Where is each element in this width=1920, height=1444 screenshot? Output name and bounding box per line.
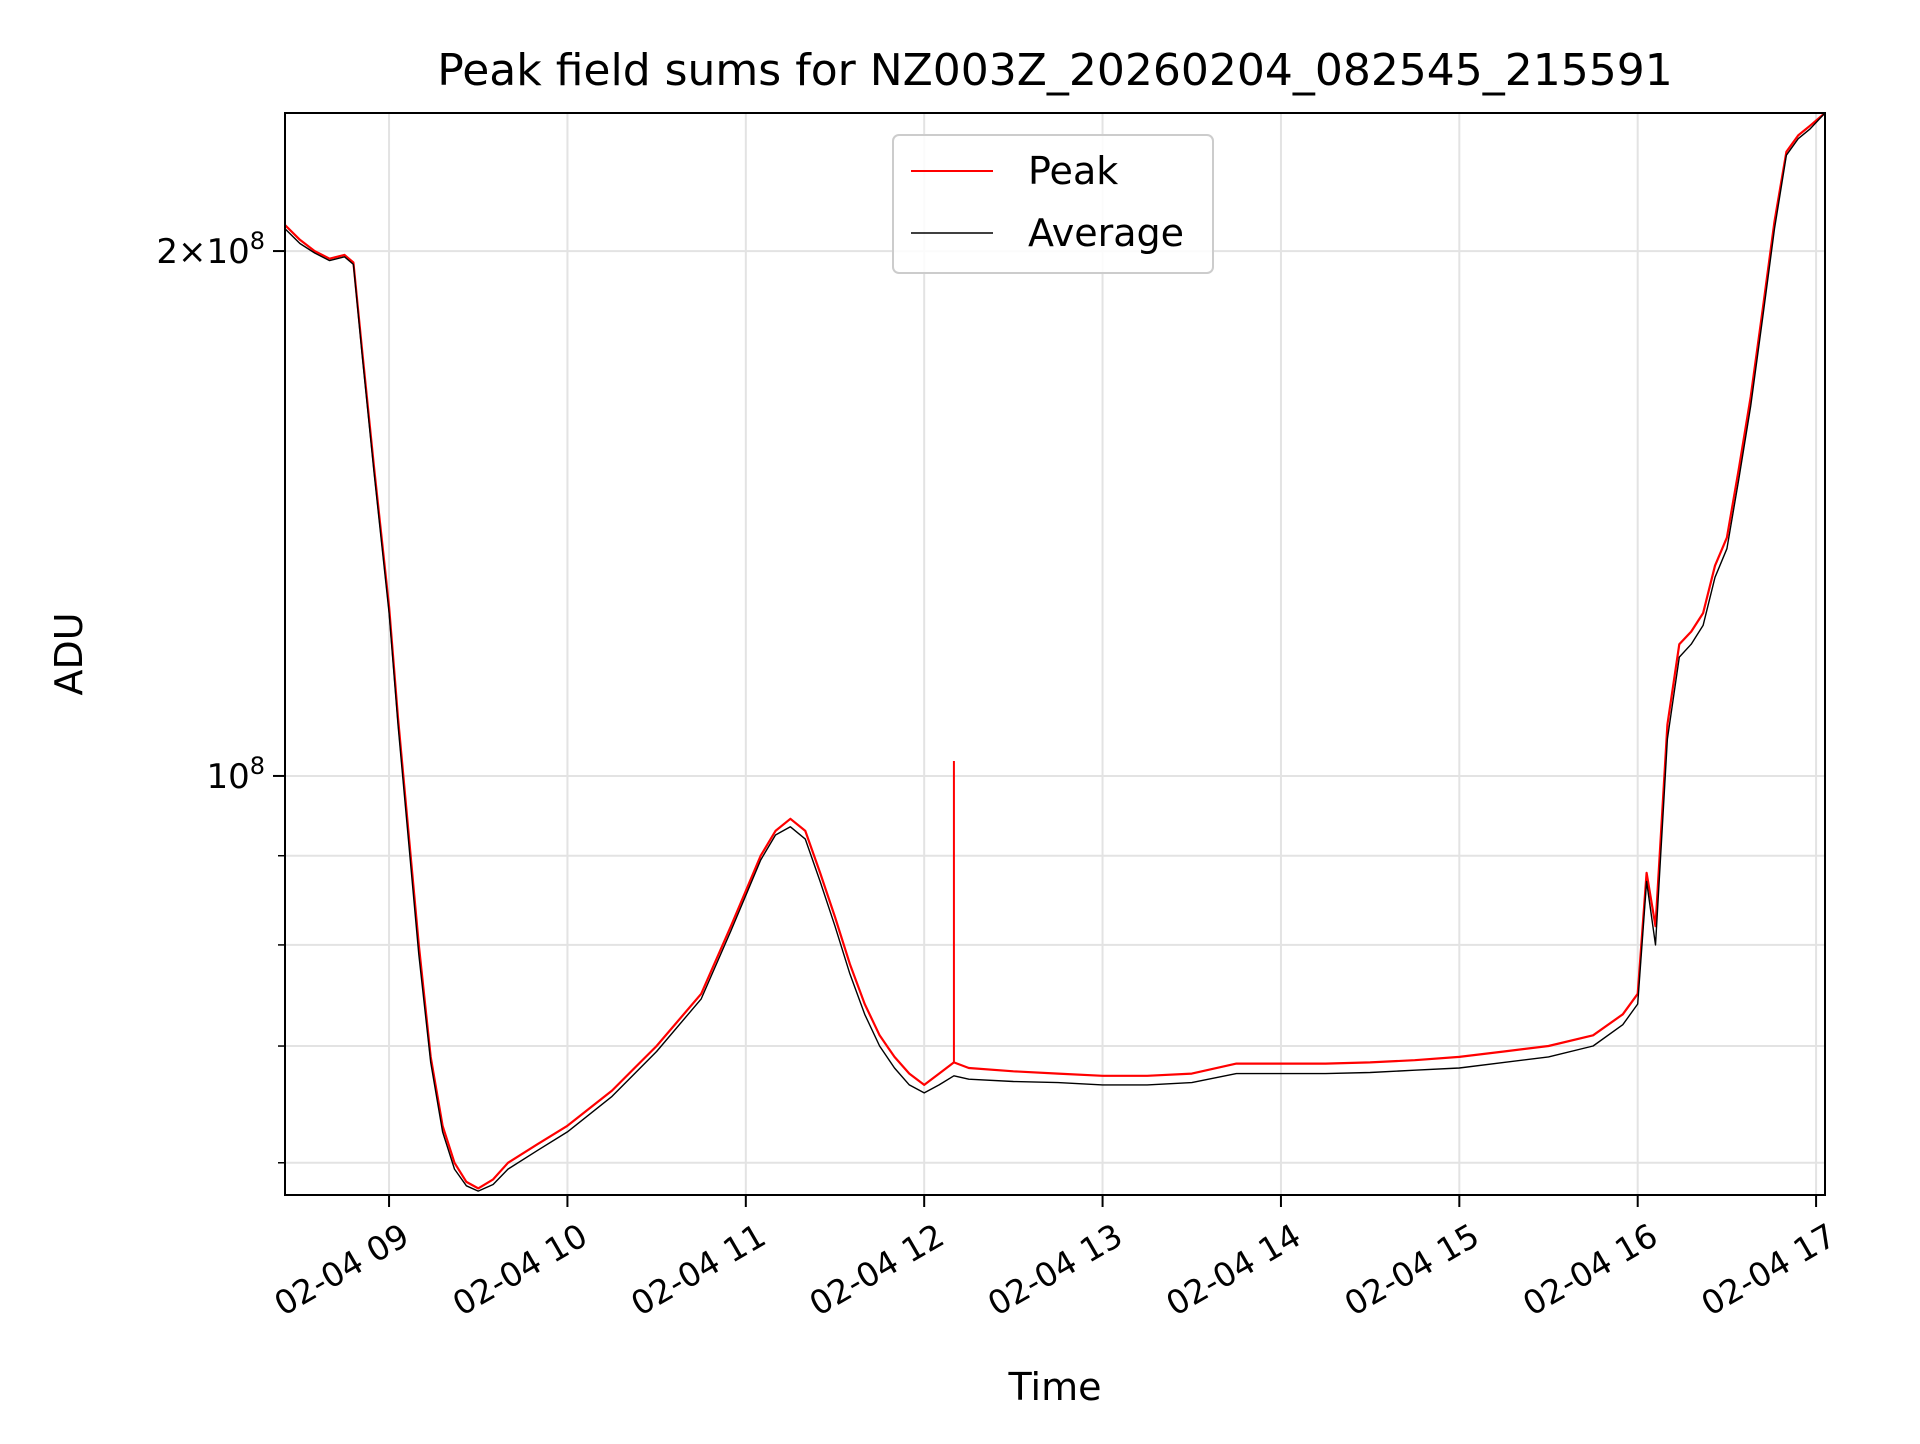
legend-box — [892, 134, 1214, 274]
series-line-average — [284, 112, 1826, 1192]
legend-label-peak: Peak — [1028, 149, 1118, 193]
y-tick-label: 108 — [206, 752, 265, 797]
chart-title: Peak field sums for NZ003Z_20260204_0825… — [437, 45, 1673, 96]
y-axis-label: ADU — [47, 612, 91, 695]
x-axis-label: Time — [1008, 1365, 1102, 1409]
legend-label-average: Average — [1028, 211, 1184, 255]
plot-frame — [284, 112, 1826, 1196]
y-tick-label: 2×108 — [156, 227, 265, 272]
legend: Peak Average — [892, 134, 1214, 274]
